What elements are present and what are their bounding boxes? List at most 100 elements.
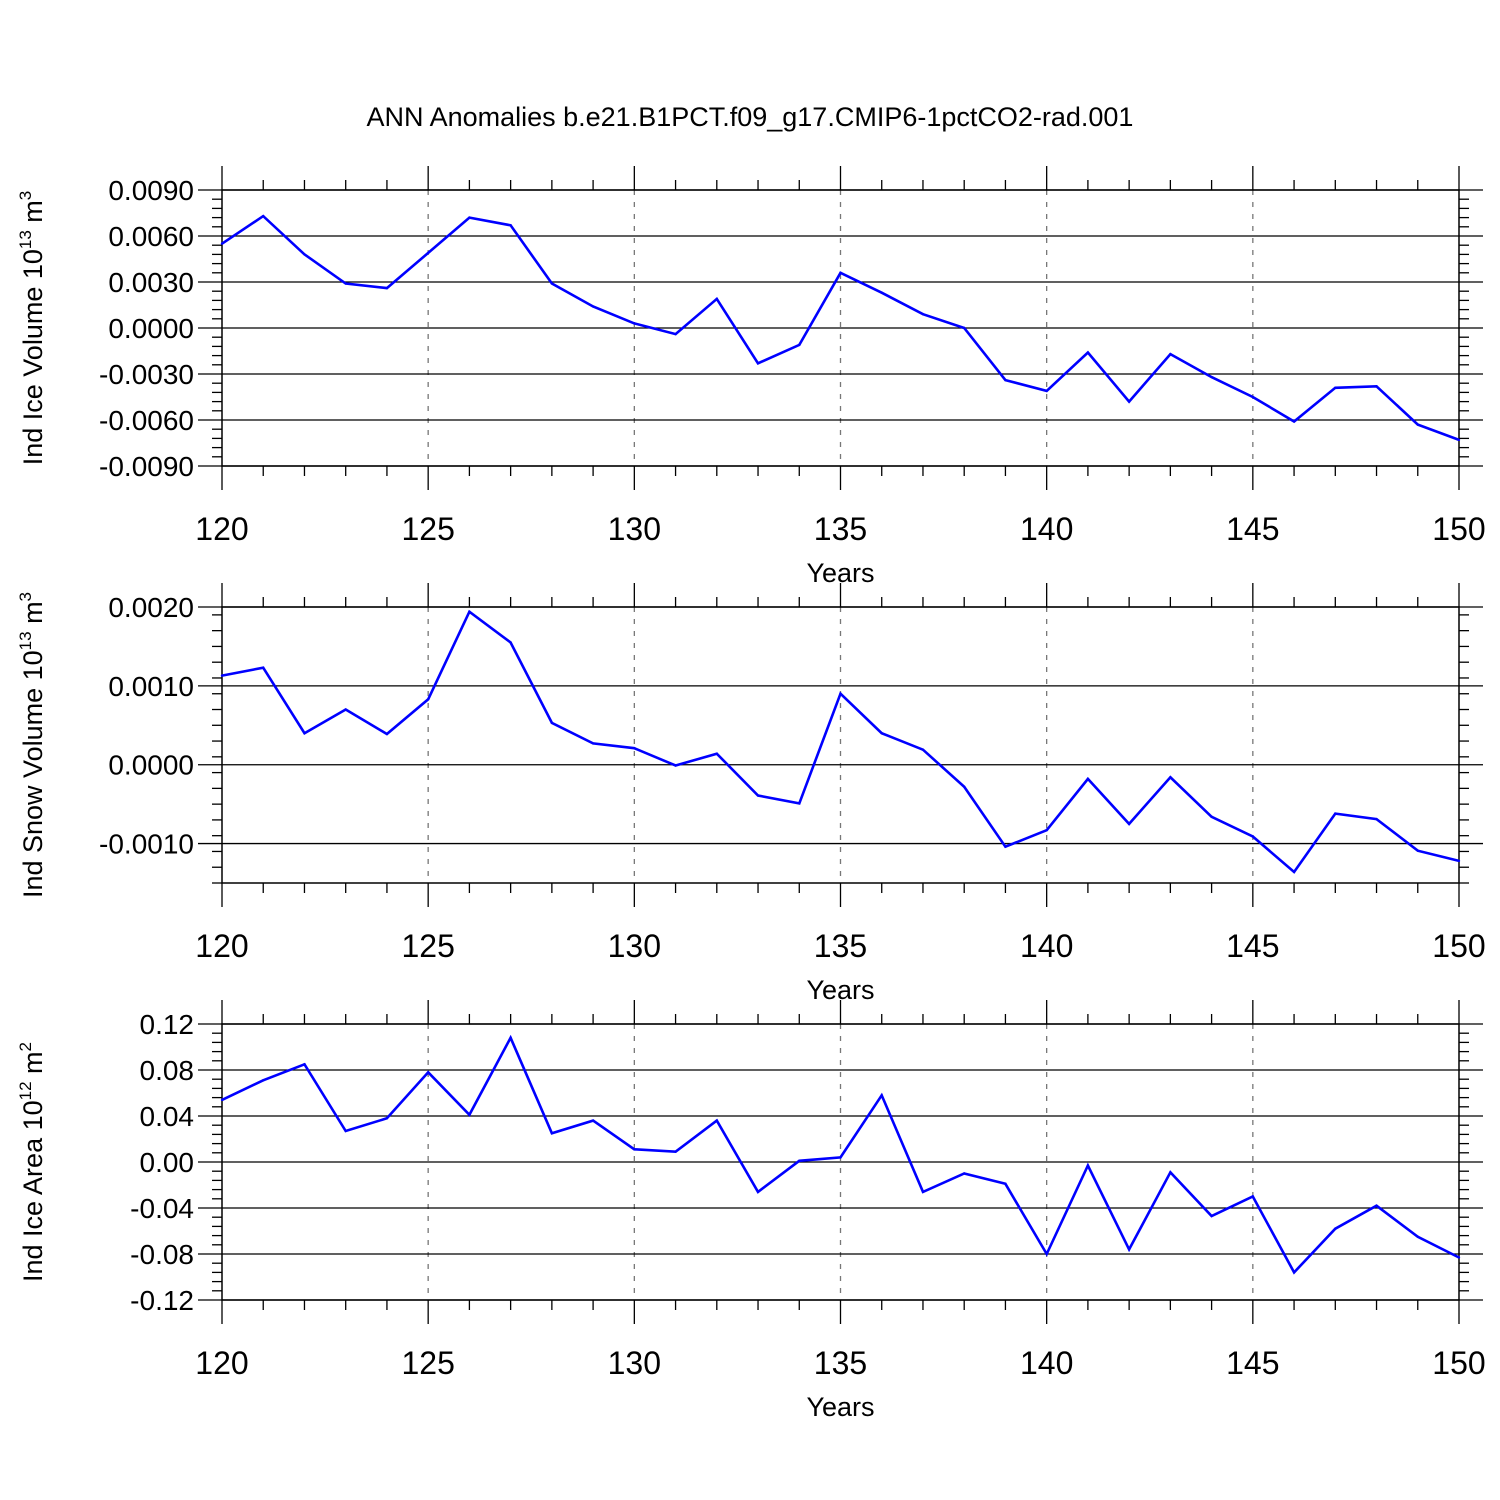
y-axis-label-exponent: 13 (16, 230, 35, 249)
y-tick-label: -0.0090 (99, 451, 194, 482)
data-point (550, 282, 554, 285)
y-axis-label-unit-exponent: 3 (16, 592, 35, 601)
data-point (1334, 812, 1337, 815)
x-tick-label: 130 (608, 1345, 661, 1381)
data-point (1045, 389, 1048, 393)
data-point (633, 1148, 636, 1151)
y-tick-label: -0.08 (130, 1239, 194, 1270)
data-point (1334, 386, 1337, 389)
data-point (1086, 1164, 1090, 1167)
x-tick-label: 130 (608, 511, 661, 547)
plot-frame (221, 1023, 1460, 1301)
data-point (798, 343, 801, 347)
data-point (1334, 1227, 1337, 1230)
data-point (468, 216, 471, 219)
data-point (921, 1190, 925, 1194)
data-point (880, 731, 883, 735)
x-tick-label: 125 (401, 1345, 454, 1381)
data-point (756, 1190, 760, 1194)
data-point (880, 1094, 883, 1097)
x-tick-label: 125 (401, 928, 454, 964)
data-point (1251, 395, 1255, 399)
data-point (756, 362, 760, 365)
data-point (798, 1159, 801, 1163)
x-tick-label: 120 (195, 928, 248, 964)
y-tick-label: 0.0000 (108, 750, 194, 781)
x-tick-label: 145 (1226, 1345, 1279, 1381)
x-tick-label: 150 (1432, 511, 1485, 547)
data-point (715, 752, 718, 755)
data-point (1292, 870, 1296, 874)
data-point (1045, 828, 1048, 832)
y-axis-label-unit-exponent: 3 (16, 191, 35, 200)
y-axis-label-exponent: 12 (16, 1081, 35, 1100)
data-point (303, 1063, 306, 1066)
data-point (1169, 1171, 1172, 1174)
data-point (1457, 1256, 1461, 1259)
data-point (344, 282, 347, 285)
data-point (303, 253, 306, 256)
y-tick-label: 0.08 (140, 1055, 195, 1086)
data-point (1292, 1271, 1296, 1274)
data-point (1127, 1248, 1131, 1251)
data-point (385, 1117, 389, 1120)
x-tick-label: 150 (1432, 1345, 1485, 1381)
y-tick-label: -0.0010 (99, 829, 194, 860)
data-point (674, 332, 677, 336)
y-tick-label: 0.0020 (108, 592, 194, 623)
data-point (963, 326, 966, 330)
data-point (550, 721, 554, 725)
y-tick-label: 0.12 (140, 1009, 195, 1040)
data-point (674, 1150, 677, 1153)
y-axis-label-exponent: 13 (16, 631, 35, 650)
y-tick-label: 0.04 (140, 1101, 195, 1132)
y-axis-label-text: Ind Ice Area 10 (18, 1100, 48, 1282)
data-point (220, 242, 224, 245)
data-point (1127, 400, 1131, 403)
data-point (344, 1129, 347, 1133)
data-point (756, 794, 760, 797)
y-axis-label: Ind Ice Volume 1013 m3 (16, 191, 48, 466)
x-tick-label: 125 (401, 511, 454, 547)
data-point (591, 742, 595, 745)
data-point (921, 313, 925, 316)
data-point (550, 1132, 554, 1135)
panel-2: 0.0020 0.0010 0.0000 -0.0010 120 125 130 135 140… (16, 583, 1486, 1005)
data-point (262, 1079, 265, 1082)
data-point (509, 1036, 512, 1040)
data-point (715, 1119, 718, 1122)
data-point (1416, 423, 1419, 426)
data-point (633, 322, 636, 325)
data-point (1210, 815, 1213, 818)
data-point (674, 764, 677, 767)
data-point (385, 732, 389, 736)
x-axis-label: Years (806, 1392, 874, 1422)
x-tick-label: 120 (195, 511, 248, 547)
data-point (1375, 385, 1378, 388)
y-axis-label: Ind Snow Volume 1013 m3 (16, 592, 48, 898)
data-point (1292, 420, 1296, 423)
data-point (633, 746, 636, 750)
y-tick-label: 0.0090 (108, 175, 194, 206)
data-point (1416, 1235, 1419, 1238)
x-tick-label: 140 (1020, 928, 1073, 964)
data-point (1210, 375, 1213, 379)
data-point (468, 1113, 471, 1117)
data-point (1375, 817, 1378, 821)
data-point (839, 271, 842, 274)
y-tick-label: -0.0060 (99, 405, 194, 436)
data-point (839, 692, 842, 695)
y-tick-label: 0.0030 (108, 267, 194, 298)
data-point (1086, 351, 1090, 354)
data-point (1004, 845, 1007, 848)
data-point (426, 698, 430, 701)
data-point (921, 748, 925, 751)
x-tick-label: 130 (608, 928, 661, 964)
data-point (1169, 776, 1172, 779)
y-tick-label: 0.0010 (108, 671, 194, 702)
data-point (1457, 859, 1461, 863)
data-point (1210, 1214, 1213, 1218)
x-tick-label: 135 (814, 511, 867, 547)
